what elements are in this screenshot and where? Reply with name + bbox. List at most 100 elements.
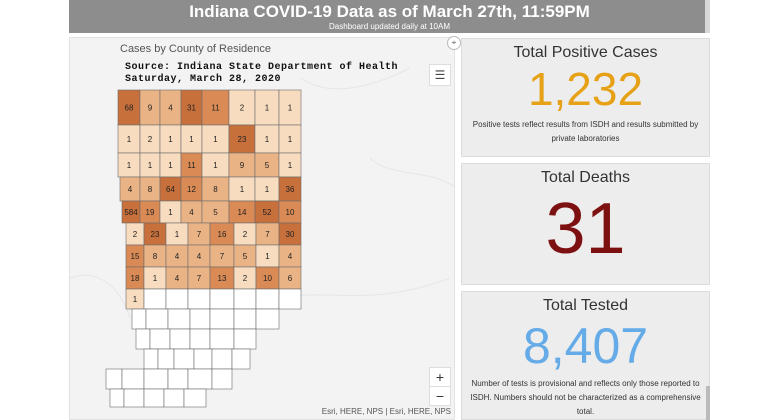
dashboard-subtitle: Dashboard updated daily at 10AM [329,22,450,31]
county-shape[interactable] [157,348,175,370]
positive-cases-note: Positive tests reflect results from ISDH… [472,120,699,143]
county-shape[interactable] [187,368,213,390]
county-shape[interactable] [149,328,171,350]
county-shape[interactable] [123,388,145,408]
county-shape[interactable] [193,348,213,370]
county-case-label: 7 [220,252,225,261]
county-shape[interactable] [145,308,169,330]
county-case-label: 9 [148,104,153,113]
county-case-label: 7 [197,274,202,283]
county-shape[interactable] [228,124,256,154]
county-shape[interactable] [231,348,251,370]
county-case-label: 1 [288,104,293,113]
map-source-line2: Saturday, March 28, 2020 [125,74,282,85]
county-shape[interactable] [211,348,233,370]
county-case-label: 1 [153,274,158,283]
county-shape[interactable] [135,328,151,350]
county-shape[interactable] [254,152,280,178]
deaths-title: Total Deaths [541,169,630,186]
county-shape[interactable] [183,388,207,408]
county-case-label: 1 [288,135,293,144]
county-shape[interactable] [121,368,145,390]
positive-cases-panel: Total Positive Cases 1,232 Positive test… [461,38,710,157]
county-shape[interactable] [173,348,195,370]
county-case-label: 1 [189,135,194,144]
county-case-label: 2 [243,230,248,239]
county-case-label: 10 [263,274,272,283]
county-case-label: 5 [213,208,218,217]
county-case-label: 52 [263,208,272,217]
expand-icon[interactable]: ⌖ [447,36,461,50]
county-shape[interactable] [211,368,233,390]
map-source: Source: Indiana State Department of Heal… [125,62,398,86]
county-case-label: 36 [286,185,295,194]
county-case-label: 1 [265,135,270,144]
positive-cases-title: Total Positive Cases [513,44,658,61]
county-case-label: 1 [288,161,293,170]
tested-panel: Total Tested 8,407 Number of tests is pr… [461,291,710,420]
zoom-in-button[interactable]: + [435,369,445,385]
county-case-label: 8 [153,252,158,261]
county-case-label: 13 [218,274,227,283]
county-case-label: 1 [265,104,270,113]
top-scrollbar[interactable] [705,0,710,33]
county-shape[interactable] [167,308,191,330]
county-case-label: 23 [238,135,247,144]
county-case-label: 18 [131,274,140,283]
county-shape[interactable] [131,308,147,330]
county-shape[interactable] [163,388,185,408]
county-shape[interactable] [209,308,235,330]
county-case-label: 4 [175,274,180,283]
county-shape[interactable] [165,288,189,310]
county-shape[interactable] [254,124,280,154]
county-shape[interactable] [169,328,191,350]
county-shape[interactable] [187,288,211,310]
right-scrollbar[interactable] [706,386,710,420]
list-icon-button[interactable]: ☰ [429,64,451,86]
county-shape[interactable] [228,89,256,126]
county-case-label: 68 [125,104,134,113]
tested-title: Total Tested [542,297,629,314]
county-shape[interactable] [233,308,257,330]
county-shape[interactable] [233,288,257,310]
county-case-label: 8 [213,185,218,194]
county-shape[interactable] [228,152,256,178]
county-shape[interactable] [189,328,211,350]
county-shape[interactable] [143,288,167,310]
indiana-county-map[interactable]: 68 9 4 31 11 2 1 11 2 1 1 1 23 1 11 1 1 11 1 9 5 14 8 64 12 8 1 1 36… [70,38,455,420]
county-shape[interactable] [109,388,125,408]
county-case-label: 1 [133,295,138,304]
county-case-label: 1 [213,135,218,144]
county-case-label: 2 [133,230,138,239]
county-case-label: 30 [286,230,295,239]
county-shape[interactable] [209,288,235,310]
deaths-value: 31 [545,189,626,269]
county-shape[interactable] [105,368,123,390]
county-map[interactable]: Cases by County of Residence Source: Ind… [69,37,455,420]
county-case-label: 1 [168,161,173,170]
zoom-control: + − [429,367,451,406]
zoom-out-button[interactable]: − [430,386,450,405]
county-case-label: 584 [124,208,138,217]
county-shape[interactable] [233,328,257,350]
county-case-label: 6 [288,274,293,283]
county-shape[interactable] [189,308,211,330]
county-shape[interactable] [143,388,165,408]
county-shape[interactable] [255,308,280,330]
county-shape[interactable] [143,348,159,370]
county-case-label: 31 [187,104,196,113]
county-grid: 68 9 4 31 11 2 1 11 2 1 1 1 23 1 11 1 1 11 1 9 5 14 8 64 12 8 1 1 36… [105,89,302,408]
county-shape[interactable] [278,288,302,310]
county-shape[interactable] [201,152,230,178]
county-shape[interactable] [201,176,230,202]
county-shape[interactable] [255,288,280,310]
county-case-label: 4 [128,185,133,194]
county-shape[interactable] [209,328,235,350]
county-case-label: 23 [151,230,160,239]
county-case-label: 1 [127,135,132,144]
county-case-label: 9 [240,161,245,170]
county-shape[interactable] [167,368,189,390]
dashboard-header: Indiana COVID-19 Data as of March 27th, … [69,0,710,33]
county-case-label: 14 [238,208,247,217]
county-shape[interactable] [143,368,169,390]
